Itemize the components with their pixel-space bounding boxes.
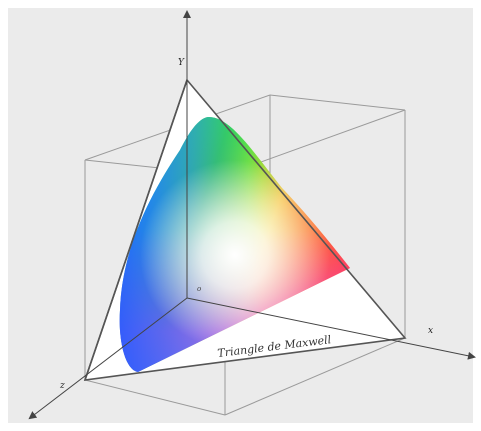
cube-edge: [269, 94, 406, 111]
z-axis-label: z: [59, 381, 65, 391]
x-axis-label: x: [428, 326, 433, 336]
axes: [28, 10, 476, 420]
y-axis-label: Y: [178, 58, 185, 68]
x-axis: [186, 297, 476, 360]
origin-label: o: [197, 285, 201, 293]
side-face-edge: [84, 79, 188, 381]
z-axis: [28, 297, 188, 420]
cube-edge: [84, 379, 226, 416]
cube-edge: [224, 337, 406, 416]
